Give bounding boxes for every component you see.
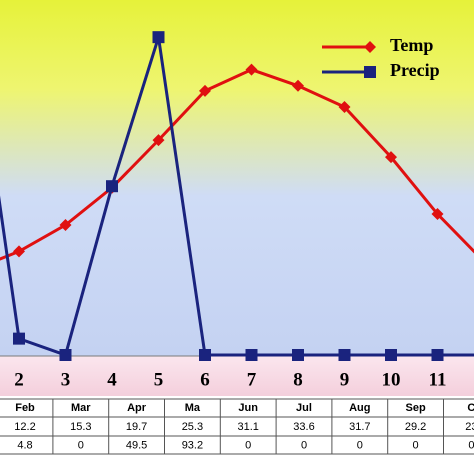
marker (292, 79, 304, 92)
marker (199, 349, 211, 361)
series-line (0, 36, 474, 357)
table-header: Sep (406, 402, 426, 414)
series-line (0, 68, 474, 261)
marker (59, 349, 72, 361)
marker (13, 245, 25, 258)
x-tick-label: 11 (429, 369, 447, 390)
table-header: Jun (238, 402, 258, 414)
table-cell: 31.7 (349, 421, 370, 433)
table-cell: 93.2 (182, 439, 203, 451)
table-cell: 49.5 (126, 439, 147, 451)
table-header: Apr (127, 402, 147, 414)
table-cell: 4.8 (17, 439, 32, 451)
x-tick-label: 10 (382, 369, 401, 390)
table-cell: 0 (413, 439, 419, 451)
table-cell: 0 (301, 439, 307, 451)
axis-band (0, 356, 474, 396)
table-cell: 23 (465, 421, 474, 433)
table-cell: 0 (357, 439, 363, 451)
x-tick-label: 8 (293, 369, 303, 390)
legend-label: Precip (390, 60, 440, 80)
x-tick-label: 5 (154, 369, 164, 390)
table-cell: 0 (78, 439, 84, 451)
marker (106, 180, 118, 193)
table-cell: 29.2 (405, 421, 426, 433)
legend-label: Temp (390, 35, 433, 55)
table-cell: 15.3 (70, 421, 91, 433)
marker (245, 63, 258, 76)
marker (431, 349, 444, 361)
x-tick-label: 6 (200, 369, 210, 390)
marker (292, 349, 304, 361)
marker (13, 332, 25, 345)
table-header: Jul (296, 402, 312, 414)
table-cell: 0 (245, 439, 251, 451)
table-header: Mar (71, 402, 91, 414)
legend-marker (364, 66, 376, 78)
table-header: Aug (349, 402, 370, 414)
table-cell: 25.3 (182, 421, 203, 433)
x-tick-label: 4 (107, 369, 117, 390)
table-cell: 0 (468, 439, 474, 451)
marker (338, 349, 351, 361)
x-tick-label: 9 (340, 369, 350, 390)
marker (199, 84, 211, 97)
marker (431, 208, 444, 221)
table-cell: 31.1 (237, 421, 258, 433)
marker (59, 219, 72, 232)
marker (338, 101, 351, 114)
table-cell: 33.6 (293, 421, 314, 433)
x-tick-label: 3 (61, 369, 71, 390)
marker (385, 349, 397, 361)
table-header: C (467, 402, 474, 414)
table-header: Ma (185, 402, 201, 414)
marker (152, 134, 165, 147)
marker (245, 349, 258, 361)
marker (385, 151, 397, 164)
table-cell: 19.7 (126, 421, 147, 433)
table-header: Feb (15, 402, 35, 414)
table-cell: 12.2 (14, 421, 35, 433)
plot-background (0, 0, 474, 356)
legend-marker (364, 41, 376, 53)
marker (152, 31, 165, 44)
x-tick-label: 7 (247, 369, 257, 390)
x-tick-label: 2 (14, 369, 24, 390)
